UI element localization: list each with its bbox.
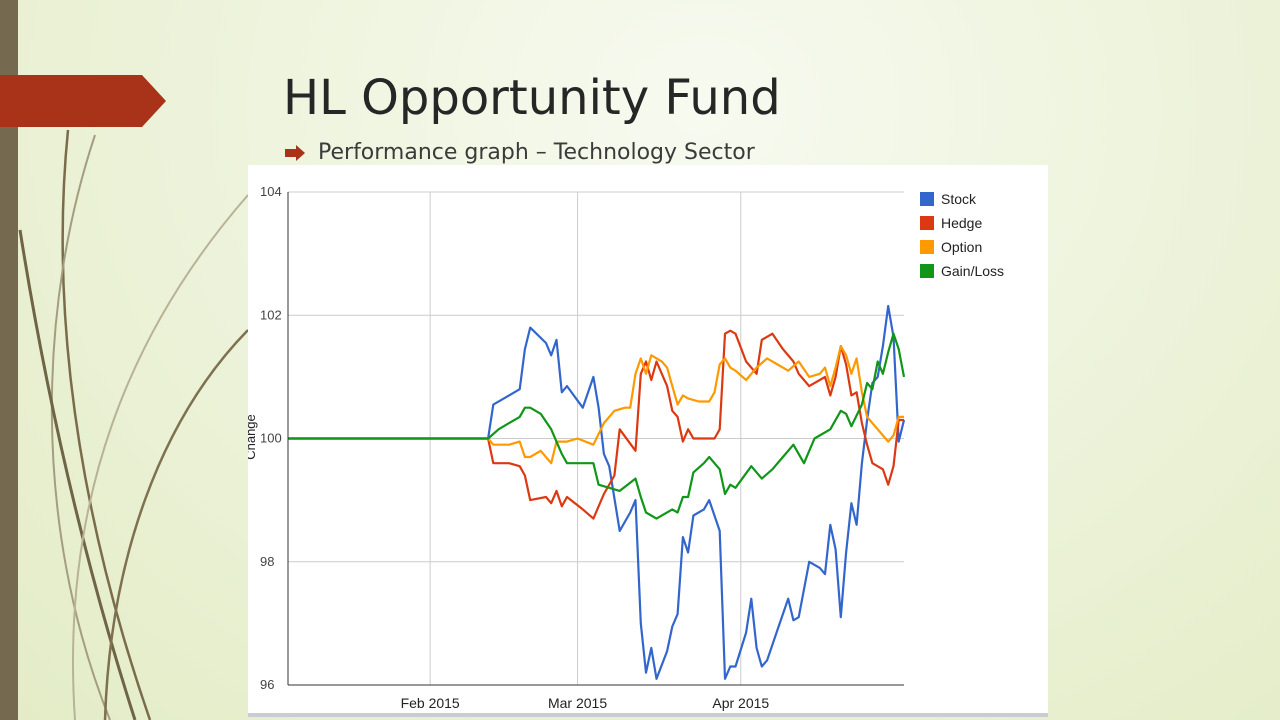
decorative-grass-lines bbox=[18, 129, 249, 720]
x-tick-label: Feb 2015 bbox=[401, 695, 460, 711]
chart-svg: 104 102 100 98 96 Feb 2015 Mar 2015 Apr 2015 Cha… bbox=[248, 184, 1004, 711]
legend-swatch bbox=[920, 216, 934, 230]
x-tick-label: Mar 2015 bbox=[548, 695, 607, 711]
title-accent-tab bbox=[0, 75, 166, 127]
y-tick-label: 102 bbox=[260, 307, 282, 322]
arrow-bullet-icon bbox=[285, 144, 305, 161]
slide-title: HL Opportunity Fund bbox=[283, 70, 781, 126]
chart-bottom-edge bbox=[248, 713, 1048, 717]
bullet-text: Performance graph – Technology Sector bbox=[318, 140, 755, 165]
chart-series bbox=[288, 304, 906, 680]
legend-label: Hedge bbox=[941, 215, 982, 231]
y-tick-label: 104 bbox=[260, 184, 282, 199]
series-line-stock bbox=[288, 304, 906, 680]
performance-chart: 104 102 100 98 96 Feb 2015 Mar 2015 Apr 2015 Cha… bbox=[248, 165, 1048, 717]
bullet-item: Performance graph – Technology Sector bbox=[284, 140, 755, 165]
chart-legend: Stock Hedge Option Gain/Loss bbox=[920, 191, 1004, 279]
series-line-gain-loss bbox=[288, 332, 906, 520]
legend-swatch bbox=[920, 240, 934, 254]
legend-label: Gain/Loss bbox=[941, 263, 1004, 279]
y-tick-label: 100 bbox=[260, 431, 282, 446]
series-line-option bbox=[288, 345, 904, 465]
y-axis-label: Change bbox=[248, 414, 258, 460]
legend-swatch bbox=[920, 192, 934, 206]
chart-axes: 104 102 100 98 96 Feb 2015 Mar 2015 Apr 2015 Cha… bbox=[248, 184, 904, 711]
legend-label: Stock bbox=[941, 191, 977, 207]
title-tab-shape bbox=[0, 75, 166, 127]
left-accent-bar bbox=[0, 0, 18, 720]
y-tick-label: 98 bbox=[260, 554, 274, 569]
legend-swatch bbox=[920, 264, 934, 278]
x-tick-label: Apr 2015 bbox=[712, 695, 769, 711]
legend-label: Option bbox=[941, 239, 982, 255]
series-line-hedge bbox=[288, 329, 904, 520]
y-tick-label: 96 bbox=[260, 677, 274, 692]
